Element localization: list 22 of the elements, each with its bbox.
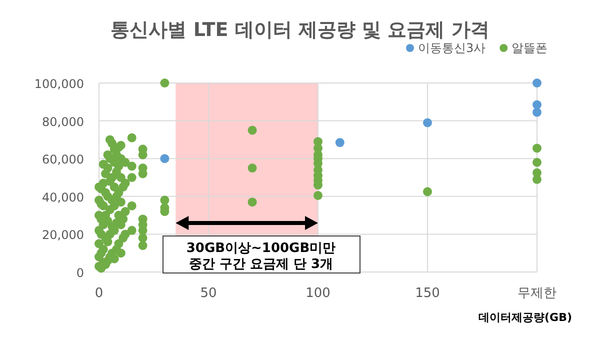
y-tick-label: 60,000 xyxy=(42,152,84,167)
point xyxy=(423,118,432,128)
point xyxy=(532,108,542,117)
x-tick-label: 100 xyxy=(306,286,330,301)
annotation: 30GB이상~100GB미만 중간 구간 요금제 단 3개 xyxy=(186,241,336,272)
legend-label: 이동통신3사 xyxy=(418,41,486,55)
legend-label: 알뜰폰 xyxy=(512,41,548,55)
x-tick-label: 50 xyxy=(200,286,217,301)
y-tick-label: 100,000 xyxy=(34,77,84,91)
chart-title: 통신사별 LTE 데이터 제공량 및 요금제 가격 xyxy=(110,19,490,41)
x-tick-label: 0 xyxy=(94,286,104,301)
point xyxy=(532,78,542,88)
point xyxy=(335,138,344,148)
point xyxy=(160,154,170,164)
y-tick-label: 0 xyxy=(76,266,84,280)
x-axis-title: 데이터제공량(GB) xyxy=(478,311,572,324)
y-tick-label: 20,000 xyxy=(42,228,84,242)
point xyxy=(532,100,542,110)
x-tick-label: 150 xyxy=(415,286,440,301)
y-tick-label: 40,000 xyxy=(42,190,84,204)
x-tick-label: 무제한 xyxy=(518,286,556,301)
y-tick-label: 80,000 xyxy=(42,114,84,129)
